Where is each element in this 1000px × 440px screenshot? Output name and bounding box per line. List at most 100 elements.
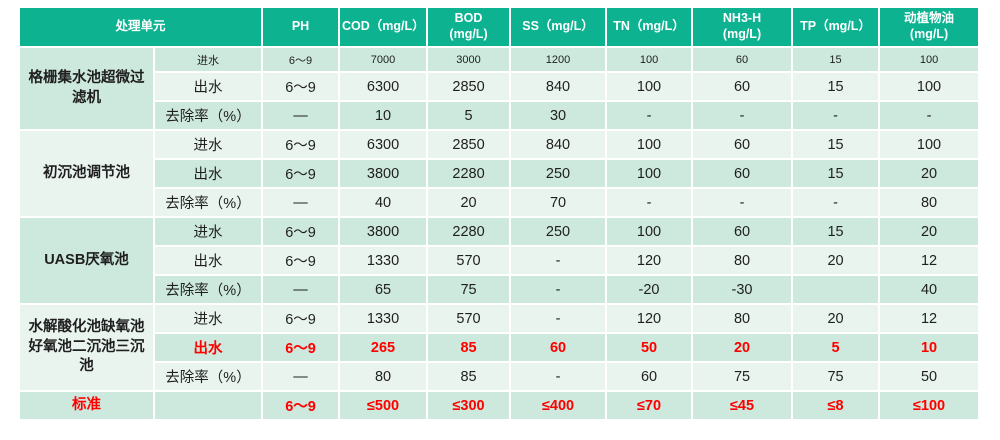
phase-label: 去除率（%） — [155, 363, 262, 390]
column-header-bod: BOD (mg/L) — [428, 8, 510, 46]
value-cell: - — [511, 363, 606, 390]
table-row-final-effluent: 出水 6～9 265 85 60 50 20 5 10 — [20, 334, 979, 361]
value-cell: 80 — [880, 189, 979, 216]
phase-label: 进水 — [155, 131, 262, 158]
value-cell: 6300 — [340, 131, 427, 158]
value-cell: 75 — [428, 276, 510, 303]
value-cell: - — [693, 102, 792, 129]
table-row: UASB厌氧池 进水 6～9 3800 2280 250 100 60 15 2… — [20, 218, 979, 303]
value-cell: 20 — [880, 218, 979, 245]
value-cell: 60 — [693, 48, 792, 71]
table-row: 去除率（%） — 40 20 70 - - - 80 — [20, 189, 979, 216]
value-cell: 1330 — [340, 247, 427, 274]
unit-name: 初沉池调节池 — [20, 131, 153, 216]
value-cell: ≤500 — [340, 392, 427, 419]
value-cell: 20 — [793, 305, 879, 332]
value-cell: 60 — [511, 334, 606, 361]
table-row-standard: 标准 6～9 ≤500 ≤300 ≤400 ≤70 ≤45 ≤8 ≤100 — [20, 392, 979, 419]
value-cell: ≤100 — [880, 392, 979, 419]
value-cell: 15 — [793, 131, 879, 158]
value-cell: ≤300 — [428, 392, 510, 419]
value-cell: — — [263, 189, 339, 216]
value-cell: 1200 — [511, 48, 606, 71]
value-cell: ≤400 — [511, 392, 606, 419]
phase-label: 出水 — [155, 73, 262, 100]
value-cell: 6～9 — [263, 247, 339, 274]
value-cell: 6～9 — [263, 48, 339, 71]
empty-cell — [155, 392, 262, 419]
value-cell: 80 — [693, 247, 792, 274]
column-header-tp: TP（mg/L） — [793, 8, 879, 46]
value-cell: 6～9 — [263, 334, 339, 361]
value-cell: 2850 — [428, 73, 510, 100]
value-cell: 2280 — [428, 218, 510, 245]
value-cell: ≤8 — [793, 392, 879, 419]
value-cell: 100 — [607, 73, 692, 100]
column-header-cod: COD（mg/L） — [340, 8, 427, 46]
phase-label: 进水 — [155, 305, 262, 332]
value-cell: 3000 — [428, 48, 510, 71]
unit-name: 水解酸化池缺氧池好氧池二沉池三沉池 — [20, 305, 153, 390]
value-cell: 10 — [340, 102, 427, 129]
value-cell: 5 — [428, 102, 510, 129]
value-cell: ≤70 — [607, 392, 692, 419]
value-cell: - — [511, 276, 606, 303]
value-cell: 265 — [340, 334, 427, 361]
value-cell: 250 — [511, 218, 606, 245]
table-row: 水解酸化池缺氧池好氧池二沉池三沉池 进水 6～9 1330 570 - 120 … — [20, 305, 979, 390]
value-cell: 3800 — [340, 218, 427, 245]
column-header-unit: 处理单元 — [20, 8, 262, 46]
value-cell: - — [793, 102, 879, 129]
value-cell: 6300 — [340, 73, 427, 100]
phase-label: 进水 — [155, 48, 262, 71]
phase-label: 出水 — [155, 334, 262, 361]
value-cell: 100 — [607, 160, 692, 187]
value-cell: 6～9 — [263, 160, 339, 187]
value-cell: 60 — [693, 131, 792, 158]
value-cell: 6～9 — [263, 73, 339, 100]
value-cell: 85 — [428, 363, 510, 390]
value-cell: 6～9 — [263, 218, 339, 245]
phase-label: 去除率（%） — [155, 189, 262, 216]
column-header-oil: 动植物油 (mg/L) — [880, 8, 979, 46]
value-cell: 75 — [793, 363, 879, 390]
value-cell: 2280 — [428, 160, 510, 187]
value-cell: 570 — [428, 247, 510, 274]
value-cell: 12 — [880, 305, 979, 332]
value-cell: 120 — [607, 247, 692, 274]
value-cell: — — [263, 102, 339, 129]
unit-name: 格栅集水池超微过滤机 — [20, 48, 153, 129]
value-cell: 20 — [693, 334, 792, 361]
unit-name: UASB厌氧池 — [20, 218, 153, 303]
value-cell: 15 — [793, 73, 879, 100]
phase-label: 出水 — [155, 247, 262, 274]
value-cell: 60 — [607, 363, 692, 390]
table-row: 出水 6～9 3800 2280 250 100 60 15 20 — [20, 160, 979, 187]
value-cell: 70 — [511, 189, 606, 216]
value-cell: — — [263, 363, 339, 390]
value-cell — [793, 276, 879, 303]
value-cell: 100 — [880, 73, 979, 100]
column-header-ph: PH — [263, 8, 339, 46]
phase-label: 去除率（%） — [155, 102, 262, 129]
value-cell: - — [511, 305, 606, 332]
value-cell: 80 — [693, 305, 792, 332]
value-cell: 6～9 — [263, 131, 339, 158]
standard-label: 标准 — [20, 392, 153, 419]
value-cell: 80 — [340, 363, 427, 390]
value-cell: - — [511, 247, 606, 274]
value-cell: 1330 — [340, 305, 427, 332]
value-cell: 100 — [607, 48, 692, 71]
value-cell: 120 — [607, 305, 692, 332]
value-cell: - — [880, 102, 979, 129]
value-cell: 840 — [511, 73, 606, 100]
value-cell: 20 — [793, 247, 879, 274]
value-cell: 65 — [340, 276, 427, 303]
table-row: 初沉池调节池 进水 6～9 6300 2850 840 100 60 15 10… — [20, 131, 979, 216]
value-cell: 50 — [880, 363, 979, 390]
value-cell: 20 — [428, 189, 510, 216]
value-cell: 250 — [511, 160, 606, 187]
value-cell: 100 — [880, 131, 979, 158]
table-row: 格栅集水池超微过滤机 进水 6～9 7000 3000 1200 100 60 … — [20, 48, 979, 129]
value-cell: - — [607, 189, 692, 216]
